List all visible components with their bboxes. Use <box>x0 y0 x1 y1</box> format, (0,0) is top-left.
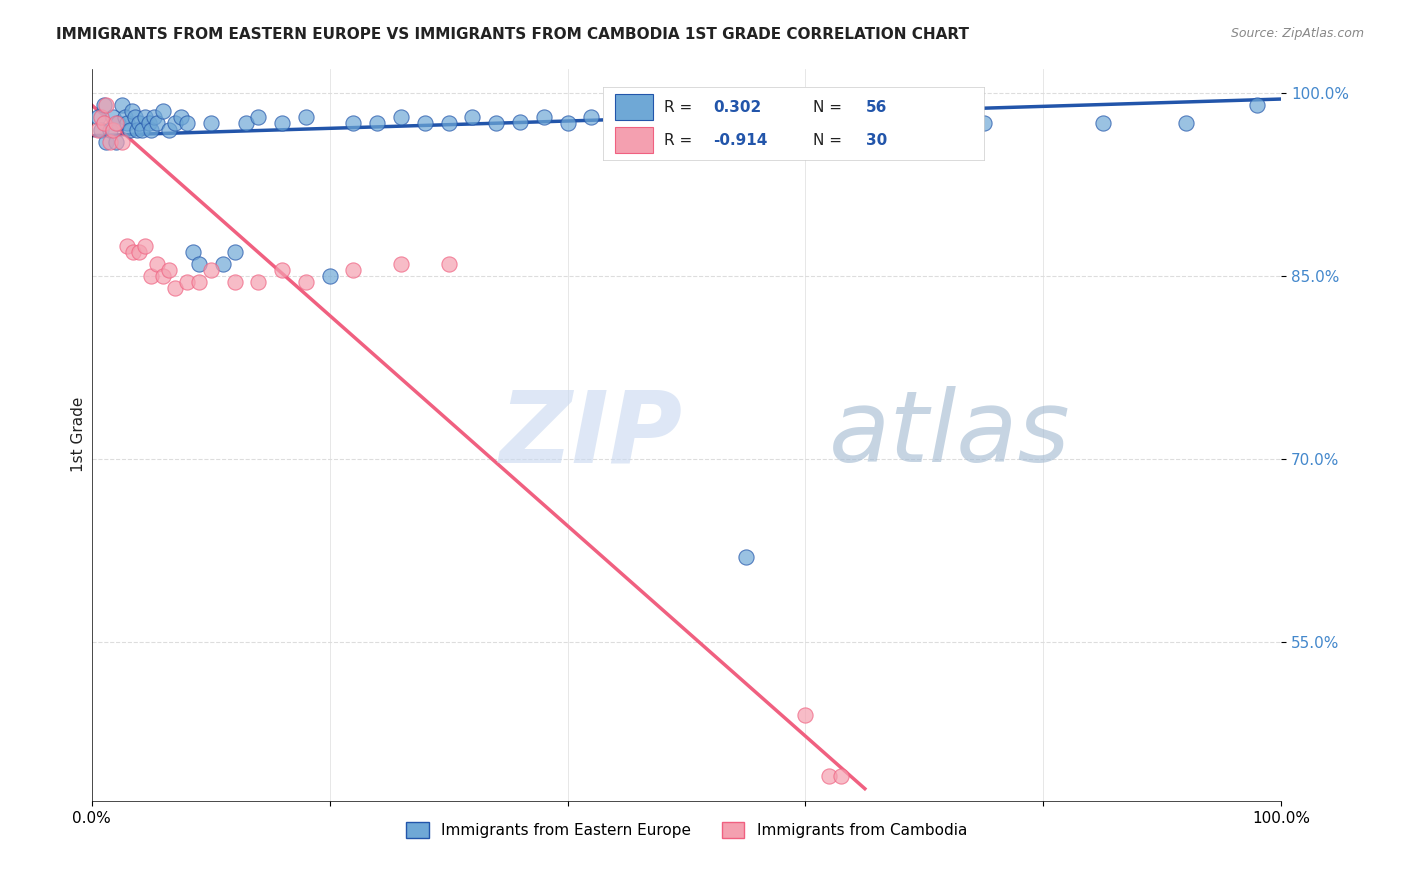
Legend: Immigrants from Eastern Europe, Immigrants from Cambodia: Immigrants from Eastern Europe, Immigran… <box>399 816 973 845</box>
Point <box>271 116 294 130</box>
Text: IMMIGRANTS FROM EASTERN EUROPE VS IMMIGRANTS FROM CAMBODIA 1ST GRADE CORRELATION: IMMIGRANTS FROM EASTERN EUROPE VS IMMIGR… <box>56 27 969 42</box>
Point <box>295 275 318 289</box>
Point <box>794 116 817 130</box>
Point <box>104 116 127 130</box>
Point <box>146 257 169 271</box>
Point <box>163 116 186 130</box>
Point <box>794 708 817 723</box>
Point <box>94 98 117 112</box>
Point <box>485 116 508 130</box>
Point <box>128 244 150 259</box>
Point <box>973 116 995 130</box>
Point <box>247 275 270 289</box>
Point <box>117 116 139 130</box>
Point <box>104 135 127 149</box>
Point <box>235 116 257 130</box>
Text: atlas: atlas <box>830 386 1071 483</box>
Point <box>509 115 531 129</box>
Point <box>117 238 139 252</box>
Point <box>176 275 198 289</box>
Point <box>557 116 579 130</box>
Point <box>152 104 174 119</box>
Point <box>157 122 180 136</box>
Point <box>93 116 115 130</box>
Point <box>138 116 160 130</box>
Point <box>103 111 125 125</box>
Point <box>413 116 436 130</box>
Point <box>141 122 163 136</box>
Point <box>176 116 198 130</box>
Point <box>163 281 186 295</box>
Point <box>224 244 246 259</box>
Point <box>318 268 340 283</box>
Point <box>735 549 758 564</box>
Point <box>93 98 115 112</box>
Point <box>98 135 121 149</box>
Point <box>818 769 841 783</box>
Point <box>211 257 233 271</box>
Point <box>103 122 125 136</box>
Point <box>224 275 246 289</box>
Point <box>90 122 112 136</box>
Point <box>152 268 174 283</box>
Point <box>157 263 180 277</box>
Point <box>121 104 143 119</box>
Point <box>342 263 364 277</box>
Point <box>389 111 412 125</box>
Point <box>200 263 222 277</box>
Point <box>181 244 204 259</box>
Point <box>675 116 697 130</box>
Point <box>118 122 141 136</box>
Point <box>134 238 156 252</box>
Point <box>98 122 121 136</box>
Point <box>128 116 150 130</box>
Point <box>107 116 129 130</box>
Point <box>1174 116 1197 130</box>
Point <box>271 263 294 277</box>
Point <box>1246 98 1268 112</box>
Point <box>114 111 136 125</box>
Point <box>141 268 163 283</box>
Point <box>342 116 364 130</box>
Point <box>389 257 412 271</box>
Point <box>247 111 270 125</box>
Point <box>125 122 148 136</box>
Point <box>124 111 146 125</box>
Point <box>134 111 156 125</box>
Point <box>110 135 132 149</box>
Text: Source: ZipAtlas.com: Source: ZipAtlas.com <box>1230 27 1364 40</box>
Point <box>131 122 153 136</box>
Point <box>146 116 169 130</box>
Point <box>853 116 876 130</box>
Point <box>437 257 460 271</box>
Y-axis label: 1st Grade: 1st Grade <box>72 397 86 473</box>
Point <box>295 111 318 125</box>
Point <box>142 111 165 125</box>
Point <box>533 111 555 125</box>
Point <box>170 111 193 125</box>
Point <box>122 244 145 259</box>
Point <box>87 111 110 125</box>
Point <box>94 135 117 149</box>
Point <box>90 111 112 125</box>
Point <box>461 111 484 125</box>
Point <box>581 111 603 125</box>
Point <box>1091 116 1114 130</box>
Point <box>187 257 209 271</box>
Text: ZIP: ZIP <box>499 386 683 483</box>
Point <box>200 116 222 130</box>
Point <box>87 122 110 136</box>
Point <box>437 116 460 130</box>
Point <box>187 275 209 289</box>
Point <box>366 116 388 130</box>
Point <box>110 98 132 112</box>
Point <box>830 769 852 783</box>
